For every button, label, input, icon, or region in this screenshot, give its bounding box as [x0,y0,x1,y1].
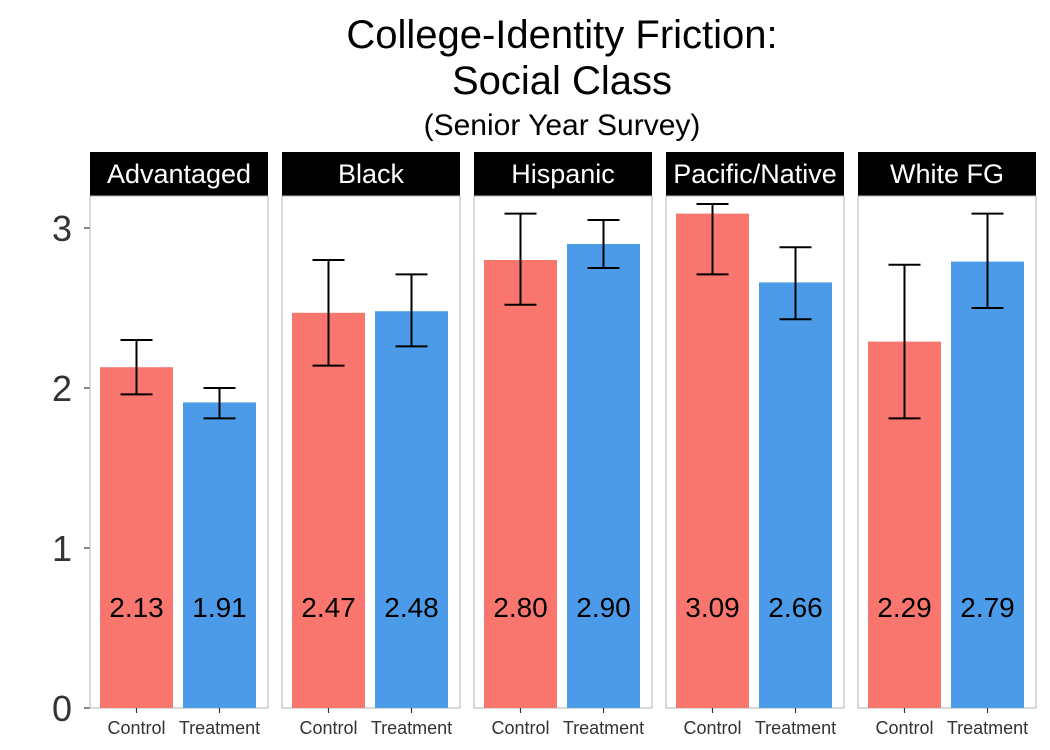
x-tick-label: Treatment [371,718,452,738]
data-label: 2.80 [493,592,548,623]
facet-panel: Black 2.47 Control 2.48 Treatment [281,152,461,738]
x-tick-label: Treatment [179,718,260,738]
data-label: 2.48 [384,592,439,623]
data-label: 2.29 [877,592,932,623]
x-tick-label: Treatment [563,718,644,738]
data-label: 2.13 [109,592,164,623]
x-tick-label: Treatment [947,718,1028,738]
facet-strip [858,152,1036,196]
facet-strip-label: Advantaged [107,159,251,189]
facet-panel: Advantaged 2.13 Control 1.91 Treatment [89,152,269,738]
bar-treatment [375,311,448,708]
bar-control [676,213,749,708]
panel-border [89,195,269,709]
panel-border [281,195,461,709]
bar-treatment [183,402,256,708]
facet-panel: White FG 2.29 Control 2.79 Treatment [857,152,1037,738]
chart-title-line-2: Social Class [452,59,672,103]
bar-treatment [567,244,640,708]
facet-strip-label: Pacific/Native [673,159,837,189]
chart-subtitle: (Senior Year Survey) [424,109,701,142]
data-label: 2.66 [768,592,823,623]
chart-title-line-1: College-Identity Friction: [346,13,777,57]
bar-control [100,367,173,708]
facet-strip-label: White FG [890,159,1004,189]
panel-border [665,195,845,709]
y-tick-label: 1 [52,528,72,569]
data-label: 2.79 [960,592,1015,623]
y-tick-label: 0 [52,688,72,729]
panel-border [473,195,653,709]
x-tick-label: Control [491,718,549,738]
facet-panel: Pacific/Native 3.09 Control 2.66 Treatment [665,152,845,738]
x-tick-label: Control [299,718,357,738]
facet-strip-label: Black [338,159,405,189]
y-tick-label: 2 [52,368,72,409]
y-tick-label: 3 [52,208,72,249]
facet-strip [282,152,460,196]
facet-panel: Hispanic 2.80 Control 2.90 Treatment [473,152,653,738]
facet-strip [90,152,268,196]
x-tick-label: Control [683,718,741,738]
data-label: 1.91 [192,592,247,623]
panel-border [857,195,1037,709]
facet-strip [474,152,652,196]
x-tick-label: Control [875,718,933,738]
bar-treatment [759,282,832,708]
data-label: 2.90 [576,592,631,623]
bar-control [484,260,557,708]
facet-strip [666,152,844,196]
facet-strip-label: Hispanic [511,159,615,189]
x-tick-label: Treatment [755,718,836,738]
bar-treatment [951,261,1024,708]
data-label: 2.47 [301,592,356,623]
data-label: 3.09 [685,592,740,623]
bar-control [292,312,365,708]
panels: 0123Advantaged2.13Control1.91TreatmentBl… [52,152,1037,738]
x-tick-label: Control [107,718,165,738]
